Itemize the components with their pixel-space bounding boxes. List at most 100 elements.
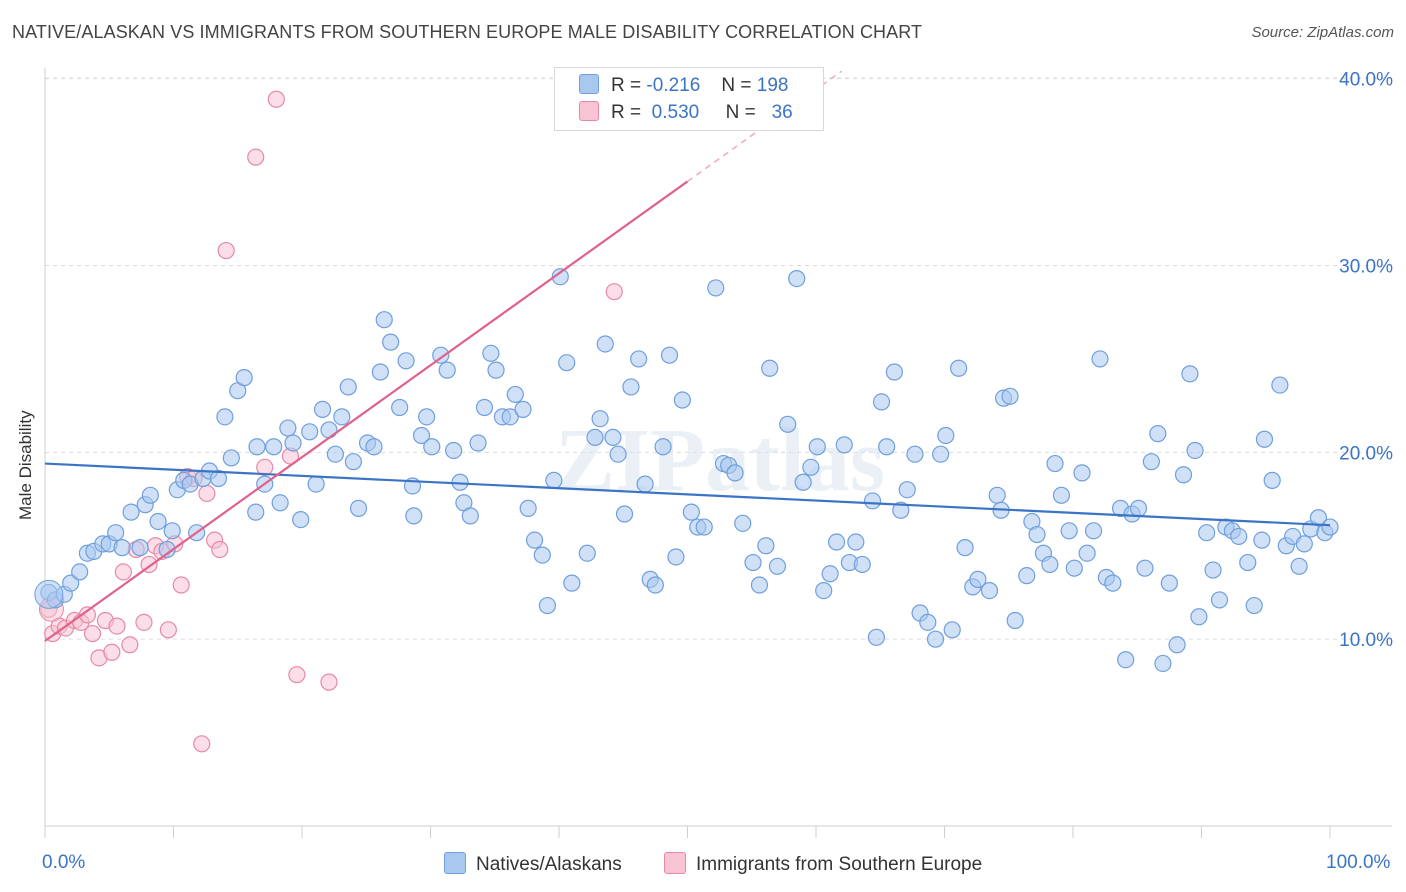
blue-data-point — [586, 428, 604, 446]
pink-data-point — [108, 617, 126, 635]
blue-data-point — [926, 630, 945, 648]
bottom-legend-item-immigrants: Immigrants from Southern Europe — [664, 852, 982, 876]
legend: R = -0.216 N = 198 R = 0.530 N = 36 — [554, 67, 824, 131]
blue-data-point — [1073, 464, 1091, 482]
x-tick-label-min: 0.0% — [42, 852, 86, 873]
legend-r-label: R = — [611, 75, 642, 96]
blue-data-point — [969, 570, 987, 588]
blue-data-point — [1065, 559, 1083, 577]
blue-data-point — [591, 410, 609, 428]
blue-data-point — [609, 445, 627, 463]
blue-data-point — [1001, 387, 1019, 405]
blue-data-point — [538, 596, 557, 615]
blue-data-point — [501, 408, 519, 426]
blue-data-point — [391, 398, 409, 417]
blue-data-point — [344, 453, 362, 471]
legend-n-value: 198 — [756, 75, 789, 96]
blue-data-point — [1006, 611, 1024, 630]
blue-data-point — [1104, 574, 1122, 592]
blue-data-point — [1052, 486, 1071, 504]
blue-data-point — [726, 464, 744, 482]
grid-lines — [45, 77, 1392, 640]
blue-data-point — [682, 503, 700, 521]
blue-data-point — [1204, 561, 1222, 579]
blue-data-point — [412, 426, 431, 445]
blue-data-point — [673, 391, 691, 409]
blue-data-point — [1290, 557, 1308, 575]
legend-r-label: R = — [611, 102, 642, 123]
blue-data-point — [333, 408, 351, 426]
blue-data-point — [222, 449, 240, 467]
blue-data-point — [506, 385, 524, 404]
blue-data-point — [1136, 559, 1154, 577]
y-axis-title: Male Disability — [16, 410, 35, 520]
blue-data-point — [630, 350, 648, 368]
blue-data-point — [519, 499, 537, 517]
blue-data-point — [216, 408, 234, 426]
blue-data-point — [646, 576, 664, 594]
blue-data-point — [835, 436, 853, 454]
legend-swatch-blue — [579, 74, 599, 94]
y-tick-label: 20.0% — [1339, 443, 1393, 464]
blue-data-point — [827, 533, 846, 551]
blue-data-point — [107, 524, 125, 542]
blue-data-point — [1245, 596, 1263, 615]
blue-data-point — [149, 512, 167, 531]
blue-trendline — [44, 462, 1331, 527]
blue-data-point — [209, 469, 228, 488]
blue-data-point-large — [34, 579, 64, 609]
blue-data-point — [1084, 522, 1103, 540]
blue-data-point — [292, 510, 310, 529]
blue-data-point — [892, 501, 910, 519]
blue-data-point — [1186, 441, 1204, 460]
blue-data-point — [1117, 651, 1135, 669]
blue-data-point — [1253, 531, 1271, 549]
blue-data-point — [475, 398, 494, 417]
blue-data-point — [1168, 636, 1186, 654]
blue-data-point — [950, 359, 968, 377]
blue-data-point — [432, 346, 450, 364]
blue-data-point — [371, 363, 389, 381]
trendlines — [44, 70, 1331, 642]
blue-data-point — [461, 507, 479, 525]
x-tick-label-max: 100.0% — [1326, 852, 1391, 873]
blue-data-point — [405, 507, 423, 525]
blue-data-point — [131, 539, 149, 557]
legend-row-pink: R = 0.530 N = 36 — [579, 101, 793, 127]
pink-data-point — [83, 624, 102, 643]
pink-data-point — [256, 458, 274, 476]
pink-trendline — [44, 180, 689, 642]
blue-data-point — [265, 438, 283, 456]
blue-data-point — [365, 438, 383, 456]
blue-data-point — [956, 539, 974, 557]
blue-data-point — [163, 522, 181, 540]
blue-data-point — [284, 434, 302, 452]
blue-data-point — [821, 565, 839, 583]
blue-data-point — [487, 361, 505, 379]
blue-data-point — [1160, 574, 1178, 592]
bottom-legend-swatch-pink — [664, 852, 686, 874]
blue-data-point — [980, 581, 999, 600]
blue-data-point — [397, 352, 415, 370]
blue-data-point — [1210, 591, 1229, 609]
blue-data-point — [707, 279, 725, 297]
blue-data-point — [141, 486, 159, 504]
blue-data-point — [1263, 471, 1281, 489]
blue-data-point — [734, 514, 752, 532]
blue-data-point — [1149, 425, 1167, 443]
blue-data-point — [248, 438, 266, 456]
blue-data-point — [1046, 454, 1064, 473]
blue-data-point — [158, 540, 176, 559]
blue-data-point — [1129, 499, 1148, 517]
blue-data-point — [375, 311, 393, 329]
blue-data-point — [615, 505, 634, 523]
pink-data-point — [247, 148, 265, 166]
blue-data-point — [482, 344, 500, 362]
pink-data-point — [605, 283, 623, 301]
blue-data-point — [885, 363, 903, 381]
blue-data-point — [339, 378, 357, 396]
chart-title: NATIVE/ALASKAN VS IMMIGRANTS FROM SOUTHE… — [12, 22, 923, 42]
legend-n-label: N = — [721, 75, 752, 96]
blue-data-point — [418, 408, 436, 426]
blue-data-point — [1091, 350, 1109, 368]
